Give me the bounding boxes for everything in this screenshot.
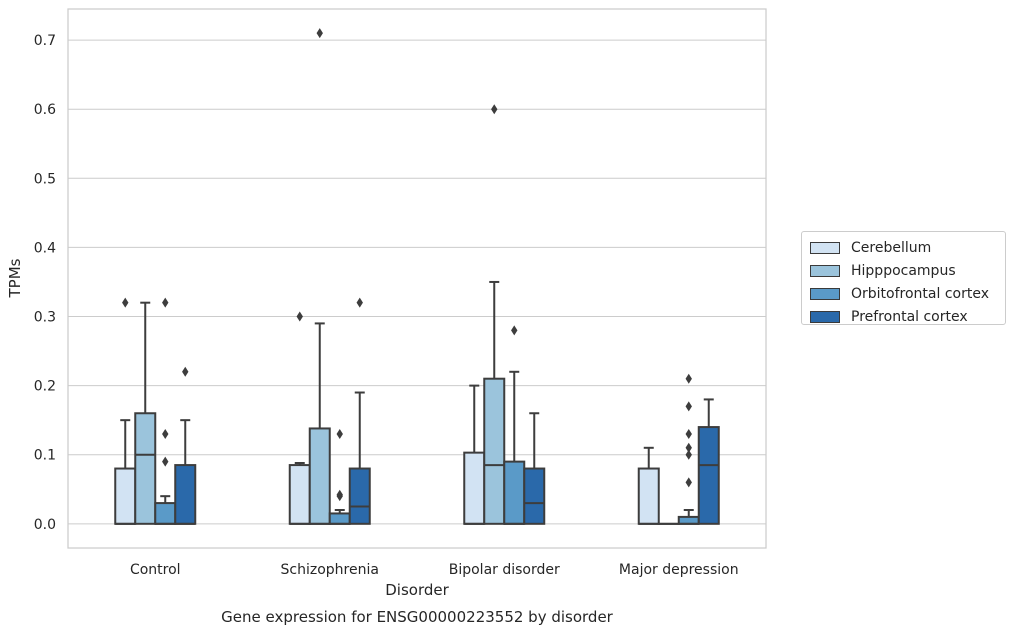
legend-item: Orbitofrontal cortex <box>810 282 1005 305</box>
box-orbitofrontal-cortex <box>154 297 177 525</box>
outlier-point <box>162 428 169 439</box>
outlier-point <box>685 449 692 460</box>
y-axis-label: TPMs <box>6 258 24 298</box>
outlier-point <box>356 297 363 308</box>
x-tick-label: Bipolar disorder <box>449 562 560 578</box>
y-tick-label: 0.7 <box>34 33 56 49</box>
outlier-point <box>685 428 692 439</box>
box-rect <box>503 460 526 525</box>
box-hipppocampus <box>483 104 506 525</box>
legend-item: Hipppocampus <box>810 259 1005 282</box>
box-rect <box>288 464 311 525</box>
y-tick-label: 0.4 <box>34 240 56 256</box>
box-hipppocampus <box>308 28 331 525</box>
y-tick-label: 0.2 <box>34 379 56 395</box>
y-tick-label: 0.0 <box>34 517 56 533</box>
box-rect <box>114 467 137 525</box>
outlier-point <box>162 297 169 308</box>
box-rect <box>328 512 351 525</box>
legend-item: Prefrontal cortex <box>810 305 1005 328</box>
y-tick-labels: 0.0 0.1 0.2 0.3 0.4 0.5 0.6 0.7 <box>34 33 56 533</box>
y-tick-label: 0.1 <box>34 448 56 464</box>
box-orbitofrontal-cortex <box>503 325 526 525</box>
box-cerebellum <box>463 384 486 525</box>
box-rect <box>463 451 486 525</box>
box-orbitofrontal-cortex <box>677 373 700 525</box>
chart-legend: Cerebellum Hipppocampus Orbitofrontal cort… <box>801 231 1006 325</box>
outlier-point <box>162 456 169 467</box>
box-prefrontal-cortex <box>348 297 371 525</box>
x-axis-label: Disorder <box>385 581 449 599</box>
plot-frame <box>67 8 767 549</box>
x-tick-labels: Control Schizophrenia Bipolar disorder Majo… <box>130 562 739 578</box>
box-prefrontal-cortex <box>174 366 197 525</box>
outlier-point <box>685 401 692 412</box>
box-hipppocampus <box>134 301 157 525</box>
legend-label: Cerebellum <box>851 239 932 256</box>
box-orbitofrontal-cortex <box>328 428 351 525</box>
box-rect <box>154 502 177 525</box>
box-groups <box>114 28 720 525</box>
outlier-point <box>336 489 343 500</box>
legend-swatch <box>810 310 840 323</box>
outlier-point <box>491 104 498 115</box>
legend-label: Prefrontal cortex <box>851 308 968 325</box>
box-rect <box>677 515 700 525</box>
legend-swatch <box>810 287 840 300</box>
box-rect <box>134 412 157 525</box>
y-tick-label: 0.3 <box>34 310 56 326</box>
box-rect <box>523 467 546 525</box>
legend-item: Cerebellum <box>810 236 1005 259</box>
outlier-point <box>122 297 129 308</box>
box-cerebellum <box>637 446 660 525</box>
box-rect <box>348 467 371 525</box>
box-prefrontal-cortex <box>697 398 720 525</box>
box-rect <box>174 464 197 525</box>
box-prefrontal-cortex <box>523 412 546 525</box>
outlier-point <box>316 28 323 39</box>
box-rect <box>308 427 331 525</box>
legend-label: Orbitofrontal cortex <box>851 285 989 302</box>
box-cerebellum <box>288 311 311 525</box>
outlier-point <box>685 373 692 384</box>
box-rect <box>697 426 720 525</box>
chart-title: Gene expression for ENSG00000223552 by d… <box>221 608 614 626</box>
y-tick-label: 0.6 <box>34 102 56 118</box>
box-cerebellum <box>114 297 137 525</box>
x-tick-label: Major depression <box>619 562 739 578</box>
outlier-point <box>296 311 303 322</box>
outlier-point <box>511 325 518 336</box>
box-rect <box>637 467 660 525</box>
x-tick-label: Schizophrenia <box>281 562 379 578</box>
outlier-point <box>182 366 189 377</box>
outlier-point <box>685 442 692 453</box>
y-tick-label: 0.5 <box>34 171 56 187</box>
grid-lines <box>68 39 766 525</box>
x-tick-label: Control <box>130 562 181 578</box>
legend-swatch <box>810 264 840 277</box>
outlier-point <box>336 428 343 439</box>
legend-swatch <box>810 241 840 254</box>
outlier-point <box>685 477 692 488</box>
box-rect <box>483 377 506 525</box>
legend-label: Hipppocampus <box>851 262 956 279</box>
